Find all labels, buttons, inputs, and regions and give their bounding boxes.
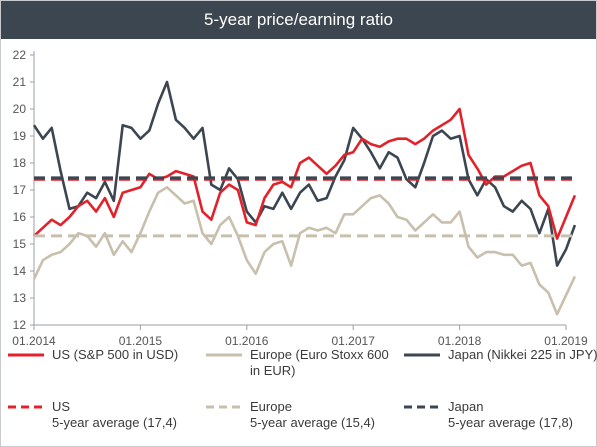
y-tick-label: 19 — [13, 129, 27, 143]
legend-item: Japan 5-year average (17,8) — [404, 399, 597, 431]
legend-label: Japan 5-year average (17,8) — [448, 399, 574, 430]
legend-swatch — [404, 353, 440, 357]
x-tick-label: 01.2015 — [119, 334, 163, 348]
series-line-europe — [32, 186, 577, 316]
x-tick-label: 01.2017 — [332, 334, 376, 348]
x-tick-label: 01.2014 — [12, 334, 56, 348]
y-tick-label: 17 — [13, 183, 27, 197]
legend-label: Europe 5-year average (15,4) — [250, 399, 376, 430]
legend-swatch — [8, 353, 44, 357]
x-tick-label: 01.2016 — [225, 334, 269, 348]
y-tick-label: 12 — [13, 318, 27, 332]
y-tick-label: 15 — [13, 237, 27, 251]
series-line-us — [33, 107, 577, 240]
y-tick-label: 16 — [13, 210, 27, 224]
legend-swatch — [8, 405, 44, 409]
y-tick-label: 20 — [13, 102, 27, 116]
axes: 12 13 14 15 16 17 18 19 20 21 22 01.2014 01.2015 01.2… — [12, 48, 588, 348]
y-tick-label: 18 — [13, 156, 27, 170]
legend-label: US (S&P 500 in USD) — [52, 347, 179, 362]
y-tick-label: 21 — [13, 75, 27, 89]
chart-title: 5-year price/earning ratio — [1, 1, 596, 39]
legend-swatch — [206, 353, 242, 357]
y-tick-label: 22 — [13, 48, 27, 62]
x-tick-label: 01.2019 — [544, 334, 588, 348]
legend-item: US (S&P 500 in USD) — [8, 347, 202, 363]
legend-label: Japan (Nikkei 225 in JPY) — [448, 347, 597, 362]
legend-label: US 5-year average (17,4) — [52, 399, 178, 430]
legend-item: Europe (Euro Stoxx 600 in EUR) — [206, 347, 398, 379]
legend-swatch — [206, 405, 242, 409]
series-line-japan — [32, 80, 577, 267]
legend-label: Europe (Euro Stoxx 600 in EUR) — [250, 347, 389, 378]
legend-item: Europe 5-year average (15,4) — [206, 399, 400, 431]
x-tick-label: 01.2018 — [438, 334, 482, 348]
series-layer — [32, 80, 577, 316]
legend-item: Japan (Nikkei 225 in JPY) — [404, 347, 597, 363]
y-tick-label: 13 — [13, 291, 27, 305]
y-tick-label: 14 — [13, 264, 27, 278]
legend-item: US 5-year average (17,4) — [8, 399, 202, 431]
legend-swatch — [404, 405, 440, 409]
